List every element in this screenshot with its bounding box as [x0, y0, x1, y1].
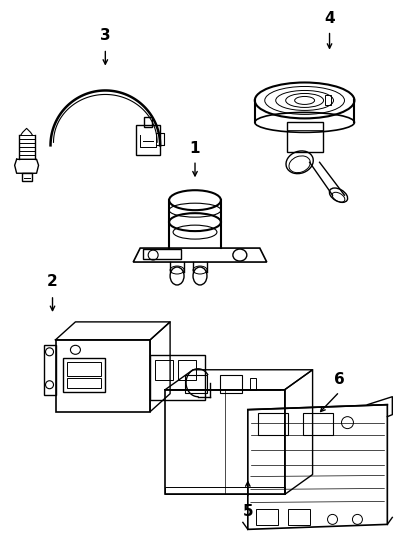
Bar	[256, 510, 278, 525]
Bar	[68, 378, 102, 388]
Text: 5: 5	[243, 504, 253, 519]
Bar	[165, 389, 285, 495]
Bar	[144, 117, 152, 127]
Text: 1: 1	[190, 141, 200, 156]
Text: 3: 3	[100, 28, 111, 43]
Text: 4: 4	[324, 11, 335, 26]
Bar	[258, 413, 288, 434]
Text: 2: 2	[47, 274, 58, 290]
Bar	[185, 375, 207, 393]
Bar	[56, 340, 150, 412]
Bar	[22, 173, 32, 181]
Bar	[136, 125, 160, 155]
Bar	[220, 375, 242, 393]
Bar	[288, 510, 310, 525]
Bar	[250, 378, 256, 389]
Bar	[303, 413, 333, 434]
Bar	[155, 360, 173, 379]
Bar	[178, 360, 196, 379]
Bar	[325, 95, 331, 105]
Bar	[68, 362, 102, 376]
Bar	[143, 249, 181, 259]
Bar	[287, 122, 323, 152]
Text: 6: 6	[334, 372, 345, 387]
Bar	[150, 355, 205, 399]
Bar	[64, 358, 105, 392]
Bar	[43, 345, 56, 394]
Bar	[165, 488, 285, 495]
